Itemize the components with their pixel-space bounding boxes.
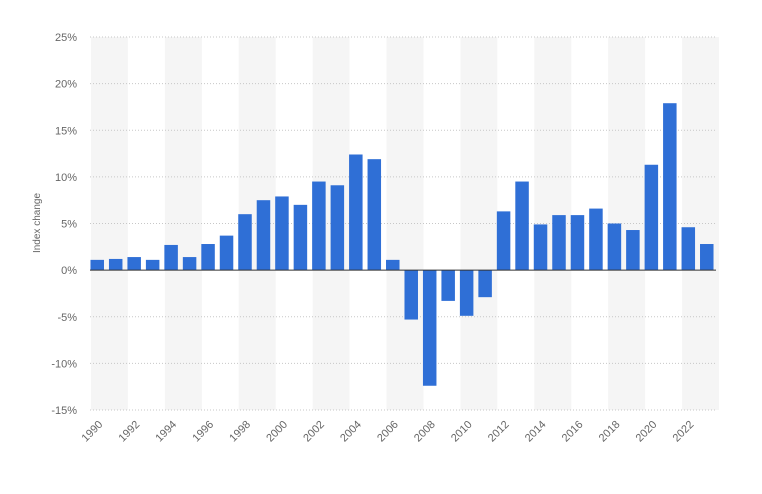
- bar-2000[interactable]: [275, 196, 289, 271]
- y-tick-labels: 25% 20% 15% 10% 5% 0% -5% -10% -15%: [51, 32, 77, 417]
- bar-2003[interactable]: [330, 185, 345, 271]
- bar-2020[interactable]: [644, 164, 659, 271]
- x-tick-label: 2018: [597, 419, 623, 445]
- x-tick-label: 1994: [153, 419, 179, 445]
- bar-2018[interactable]: [607, 223, 622, 271]
- bar-2010[interactable]: [459, 270, 474, 316]
- x-tick-label: 2014: [523, 419, 549, 445]
- bar-2011[interactable]: [478, 270, 492, 298]
- bar-2016[interactable]: [570, 215, 585, 271]
- x-tick-label: 1992: [116, 419, 142, 445]
- bar-2008[interactable]: [422, 270, 437, 386]
- bar-1993[interactable]: [145, 259, 160, 271]
- bar-2014[interactable]: [533, 224, 548, 271]
- bar-2023[interactable]: [700, 244, 714, 271]
- bar-2009[interactable]: [441, 270, 455, 301]
- y-tick-label: -10%: [51, 358, 77, 370]
- background-band: [682, 37, 719, 410]
- bar-1997[interactable]: [219, 235, 234, 271]
- y-axis-title: Index change: [32, 193, 43, 253]
- bar-2021[interactable]: [663, 103, 677, 271]
- x-tick-labels: 1990 1992 1994 1996 1998 2000 2002 2004 2006 2008…: [80, 419, 697, 445]
- bar-2006[interactable]: [386, 259, 400, 271]
- x-tick-label: 2010: [449, 419, 475, 445]
- y-tick-label: -5%: [57, 312, 77, 324]
- x-tick-label: 2022: [671, 419, 697, 445]
- x-tick-label: 1998: [227, 419, 253, 445]
- gridlines: [90, 36, 716, 411]
- bar-2013[interactable]: [515, 181, 529, 271]
- y-tick-label: 25%: [55, 32, 77, 44]
- bar-2001[interactable]: [293, 204, 308, 271]
- bar-2017[interactable]: [589, 208, 603, 271]
- x-tick-label: 2000: [264, 419, 290, 445]
- bar-2015[interactable]: [552, 215, 566, 271]
- x-tick-label: 1996: [190, 419, 216, 445]
- x-tick-label: 2006: [375, 419, 401, 445]
- x-tick-label: 2004: [338, 419, 364, 445]
- x-tick-label: 2008: [412, 419, 438, 445]
- y-tick-label: 5%: [61, 219, 77, 231]
- bar-1996[interactable]: [201, 244, 215, 271]
- y-tick-label: 10%: [55, 172, 77, 184]
- background-band: [460, 37, 498, 410]
- bar-1991[interactable]: [108, 258, 123, 271]
- bar-1990[interactable]: [90, 259, 104, 271]
- bar-2004[interactable]: [349, 154, 363, 271]
- bar-2022[interactable]: [681, 227, 696, 271]
- x-tick-label: 2002: [301, 419, 327, 445]
- x-tick-label: 1990: [80, 419, 106, 445]
- bar-1995[interactable]: [182, 257, 197, 271]
- bar-1992[interactable]: [127, 257, 141, 271]
- x-tick-label: 2012: [486, 419, 512, 445]
- bar-1998[interactable]: [238, 214, 252, 271]
- bars: [90, 103, 714, 386]
- y-tick-label: 15%: [55, 125, 77, 137]
- bar-1999[interactable]: [256, 200, 271, 271]
- bar-2002[interactable]: [312, 181, 326, 271]
- bar-2012[interactable]: [496, 211, 511, 271]
- y-tick-label: 20%: [55, 79, 77, 91]
- bar-2005[interactable]: [367, 159, 382, 271]
- bar-1994[interactable]: [164, 244, 178, 271]
- y-tick-label: -15%: [51, 405, 77, 417]
- x-tick-label: 2020: [634, 419, 660, 445]
- bar-2019[interactable]: [626, 230, 640, 271]
- bar-2007[interactable]: [404, 270, 418, 320]
- background-band: [91, 37, 128, 410]
- x-tick-label: 2016: [560, 419, 586, 445]
- y-tick-label: 0%: [61, 265, 77, 277]
